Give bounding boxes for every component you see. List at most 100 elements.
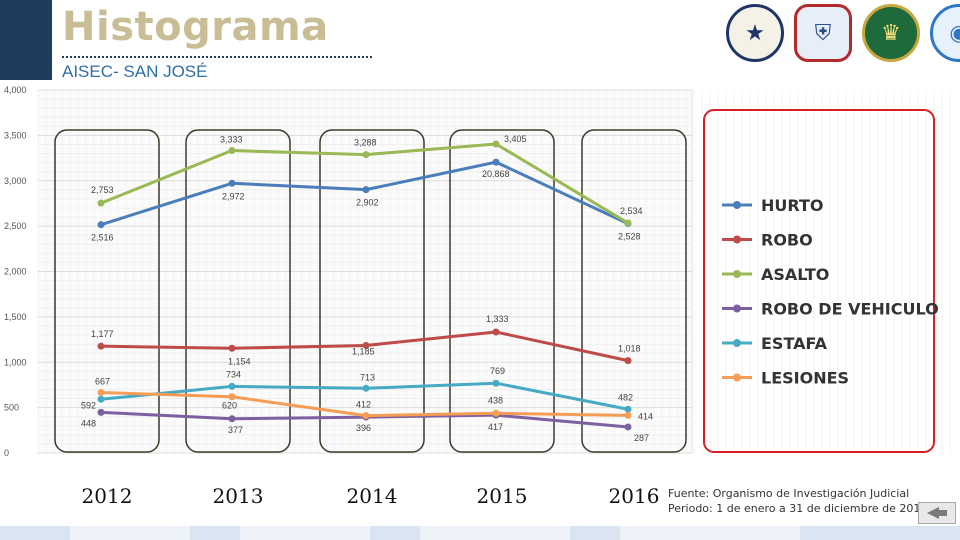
data-label: 377 — [228, 425, 243, 435]
data-label: 2,516 — [91, 233, 114, 243]
data-label: 1,177 — [91, 329, 114, 339]
data-point — [624, 219, 632, 227]
legend-marker — [733, 235, 741, 244]
data-point — [228, 179, 236, 187]
x-tick-label: 2013 — [213, 484, 264, 508]
footer-segment — [70, 526, 190, 540]
header-accent-bar — [0, 0, 52, 80]
footer-strip — [0, 526, 960, 540]
data-label: 667 — [95, 376, 110, 386]
legend-marker — [733, 373, 741, 382]
data-point — [97, 408, 105, 416]
data-point — [492, 409, 500, 417]
data-point — [624, 411, 632, 419]
institution-logos: ★ ⛨ ♛ ◉ — [726, 4, 960, 68]
data-label: 2,753 — [91, 185, 114, 195]
y-tick-label: 1,500 — [4, 312, 27, 322]
x-tick-label: 2012 — [82, 484, 133, 508]
data-point — [97, 221, 105, 229]
data-point — [228, 415, 236, 423]
data-point — [492, 140, 500, 148]
data-point — [492, 158, 500, 166]
eagle-seal-icon: ★ — [726, 4, 784, 62]
data-point — [228, 393, 236, 401]
data-label: 3,333 — [220, 135, 243, 145]
histogram-chart: 05001,0001,5002,0002,5003,0003,5004,000 … — [4, 85, 951, 508]
data-label: 438 — [488, 395, 503, 405]
data-point — [492, 328, 500, 336]
data-label: 448 — [81, 418, 96, 428]
y-tick-label: 1,000 — [4, 357, 27, 367]
y-tick-label: 0 — [4, 448, 9, 458]
period-line: Periodo: 1 de enero a 31 de diciembre de… — [668, 502, 928, 515]
data-label: 592 — [81, 400, 96, 410]
data-label: 2,902 — [356, 198, 379, 208]
data-label: 2,972 — [222, 191, 245, 201]
data-label: 396 — [356, 423, 371, 433]
y-tick-label: 3,500 — [4, 130, 27, 140]
legend-marker — [733, 270, 741, 278]
legend-marker — [733, 339, 741, 347]
legend-label: ESTAFA — [761, 334, 828, 353]
year-frame — [319, 129, 425, 453]
page-title: Histograma — [62, 4, 329, 50]
y-tick-label: 500 — [4, 403, 19, 413]
arrow-left-icon — [927, 507, 947, 519]
data-point — [97, 342, 105, 350]
data-label: 417 — [488, 422, 503, 432]
footer-segment — [240, 526, 370, 540]
data-label: 287 — [634, 433, 649, 443]
page-subtitle: AISEC- SAN JOSÉ — [62, 62, 208, 81]
legend-label: ROBO — [761, 231, 813, 250]
data-point — [624, 423, 632, 431]
data-label: 769 — [490, 366, 505, 376]
source-note: Fuente: Organismo de Investigación Judic… — [668, 486, 927, 516]
legend-marker — [733, 304, 741, 313]
chart-series: 2,516 2,972 2,902 20.868 2,528 1,177 1,154 1,18… — [81, 134, 653, 443]
x-tick-label: 2016 — [609, 484, 660, 508]
year-frame — [449, 129, 555, 453]
data-label: 2,534 — [620, 206, 643, 216]
chart-grid — [37, 89, 951, 454]
legend-label: ROBO DE VEHICULO — [761, 300, 939, 319]
y-tick-label: 4,000 — [4, 85, 27, 95]
data-point — [492, 379, 500, 387]
legend-label: LESIONES — [761, 369, 849, 388]
data-label: 414 — [638, 411, 653, 421]
year-frame — [185, 129, 291, 453]
y-tick-label: 2,500 — [4, 221, 27, 231]
data-label: 3,405 — [504, 134, 527, 144]
data-point — [228, 344, 236, 352]
data-label: 412 — [356, 400, 371, 410]
data-point — [362, 412, 370, 420]
data-point — [362, 151, 370, 159]
army-crest-icon: ♛ — [862, 4, 920, 62]
data-point — [228, 382, 236, 390]
data-point — [624, 405, 632, 413]
year-frame — [54, 129, 160, 453]
year-frames — [54, 129, 687, 453]
footer-segment — [420, 526, 570, 540]
y-tick-label: 3,000 — [4, 176, 27, 186]
data-point — [97, 395, 105, 403]
y-tick-label: 2,000 — [4, 267, 27, 277]
data-label: 482 — [618, 392, 633, 402]
data-point — [624, 357, 632, 365]
source-line: Fuente: Organismo de Investigación Judic… — [668, 487, 910, 500]
data-point — [362, 341, 370, 349]
title-divider — [62, 56, 372, 58]
year-frame — [581, 129, 687, 453]
data-label: 2,528 — [618, 232, 641, 242]
data-label: 1,185 — [352, 346, 375, 356]
data-point — [97, 199, 105, 207]
previous-slide-button[interactable] — [918, 502, 956, 524]
data-label: 1,018 — [618, 344, 641, 354]
data-label: 734 — [226, 369, 241, 379]
shield-badge-icon: ⛨ — [794, 4, 852, 62]
data-label: 20.868 — [482, 169, 510, 179]
x-tick-label: 2015 — [477, 484, 528, 508]
data-label: 3,288 — [354, 138, 377, 148]
legend-label: ASALTO — [761, 265, 829, 284]
chart-legend: HURTO ROBO ASALTO ROBO DE VEHICULO ESTAFA LES… — [722, 196, 939, 388]
x-axis: 2012 2013 2014 2015 2016 — [82, 484, 660, 508]
